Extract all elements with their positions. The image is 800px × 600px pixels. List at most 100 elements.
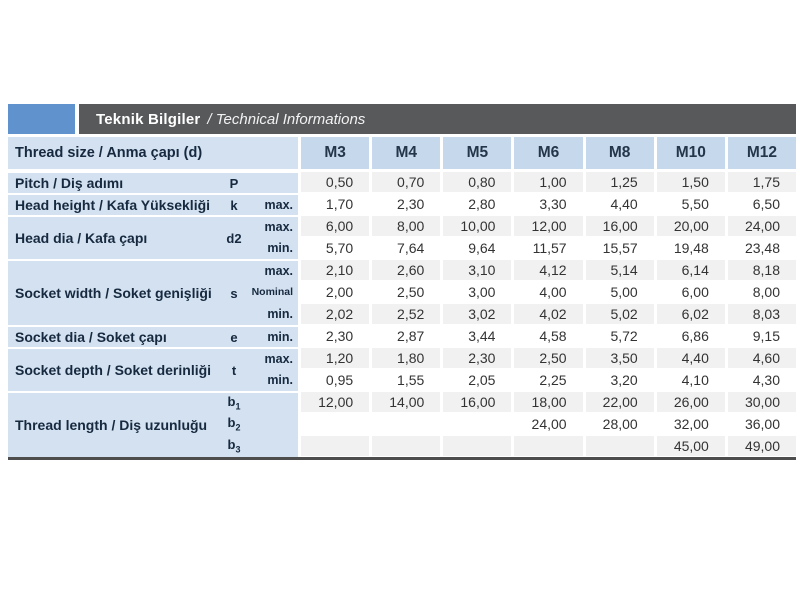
value-cell: 2,50 [511,347,583,369]
value-cell: 15,57 [582,237,654,259]
table-row: Head height / Kafa Yüksekliği k max. 1,70 2,… [8,193,796,215]
value-cell: 1,20 [298,347,370,369]
value-cell: 2,80 [440,193,512,215]
value-cell: 9,64 [440,237,512,259]
symbol-cell: d2 [218,215,250,259]
value-cell: 7,64 [369,237,441,259]
value-cell: 5,72 [582,325,654,347]
value-cell: 6,02 [653,303,725,325]
value-cell: 24,00 [511,413,583,435]
symbol-cell: t [218,347,250,391]
row-label: Head height / Kafa Yüksekliği [8,193,218,215]
symbol-cell: b2 [218,413,250,435]
value-cell: 3,10 [440,259,512,281]
symbol-cell: P [218,171,250,193]
value-cell: 1,80 [369,347,441,369]
row-label: Socket width / Soket genişliği [8,259,218,325]
value-cell: 3,30 [511,193,583,215]
value-cell: 5,14 [582,259,654,281]
sub-label: max. [250,193,299,215]
sub-label [250,435,299,457]
value-cell: 12,00 [298,391,370,413]
title-bar: Teknik Bilgiler / Technical Informations [79,104,796,134]
row-label: Head dia / Kafa çapı [8,215,218,259]
sub-label [250,391,299,413]
value-cell: 2,05 [440,369,512,391]
table-row: min. 0,95 1,55 2,05 2,25 3,20 4,10 4,30 [8,369,796,391]
value-cell: 1,55 [369,369,441,391]
value-cell: 2,30 [369,193,441,215]
col-header-m4: M4 [369,137,441,171]
value-cell: 5,50 [653,193,725,215]
value-cell: 4,00 [511,281,583,303]
value-cell: 5,70 [298,237,370,259]
table-row: Socket dia / Soket çapı e min. 2,30 2,87 3,44… [8,325,796,347]
sub-label: max. [250,347,299,369]
sub-label [250,171,299,193]
value-cell: 30,00 [724,391,796,413]
sub-label: max. [250,259,299,281]
value-cell: 1,50 [653,171,725,193]
value-cell: 3,02 [440,303,512,325]
value-cell: 16,00 [582,215,654,237]
value-cell: 4,12 [511,259,583,281]
value-cell [582,435,654,457]
value-cell: 18,00 [511,391,583,413]
table-row: min. 5,70 7,64 9,64 11,57 15,57 19,48 23,48 [8,237,796,259]
value-cell: 6,50 [724,193,796,215]
row-label: Socket depth / Soket derinliği [8,347,218,391]
value-cell: 36,00 [724,413,796,435]
value-cell: 3,44 [440,325,512,347]
symbol-cell: b1 [218,391,250,413]
value-cell: 3,50 [582,347,654,369]
value-cell: 0,95 [298,369,370,391]
row-label: Pitch / Diş adımı [8,171,218,193]
value-cell: 4,58 [511,325,583,347]
value-cell: 2,10 [298,259,370,281]
value-cell [440,435,512,457]
value-cell: 4,30 [724,369,796,391]
value-cell [440,413,512,435]
value-cell: 20,00 [653,215,725,237]
sub-label: min. [250,369,299,391]
value-cell: 26,00 [653,391,725,413]
table-row: Socket width / Soket genişliği s max. 2,10 2… [8,259,796,325]
table-row: Thread length / Diş uzunluğu b1 12,00 14,00… [8,391,796,457]
symbol-cell: e [218,325,250,347]
value-cell: 5,02 [582,303,654,325]
value-cell [369,413,441,435]
value-cell [298,435,370,457]
value-cell: 2,00 [298,281,370,303]
thread-size-header: Thread size / Anma çapı (d) [8,137,299,171]
value-cell: 8,00 [724,281,796,303]
table-row: Nominal 2,00 2,50 3,00 4,00 5,00 6,00 8,00 [8,281,796,303]
symbol-cell: s [218,259,250,325]
value-cell: 0,70 [369,171,441,193]
value-cell: 3,20 [582,369,654,391]
symbol-cell: b3 [218,435,250,457]
value-cell: 49,00 [724,435,796,457]
value-cell: 2,30 [440,347,512,369]
symbol-cell: k [218,193,250,215]
value-cell: 28,00 [582,413,654,435]
value-cell: 0,50 [298,171,370,193]
value-cell: 1,25 [582,171,654,193]
value-cell: 2,52 [369,303,441,325]
value-cell: 45,00 [653,435,725,457]
row-label: Socket dia / Soket çapı [8,325,218,347]
table-header-row: Thread size / Anma çapı (d) M3 M4 M5 M6 M8 M1… [8,137,796,171]
value-cell [369,435,441,457]
value-cell: 2,50 [369,281,441,303]
value-cell: 6,00 [653,281,725,303]
value-cell: 12,00 [511,215,583,237]
value-cell: 6,14 [653,259,725,281]
value-cell: 11,57 [511,237,583,259]
col-header-m5: M5 [440,137,512,171]
value-cell: 2,87 [369,325,441,347]
value-cell [511,435,583,457]
value-cell: 4,02 [511,303,583,325]
technical-table: Thread size / Anma çapı (d) M3 M4 M5 M6 M8 M1… [8,137,796,460]
value-cell: 9,15 [724,325,796,347]
title-english: / Technical Informations [207,110,366,128]
